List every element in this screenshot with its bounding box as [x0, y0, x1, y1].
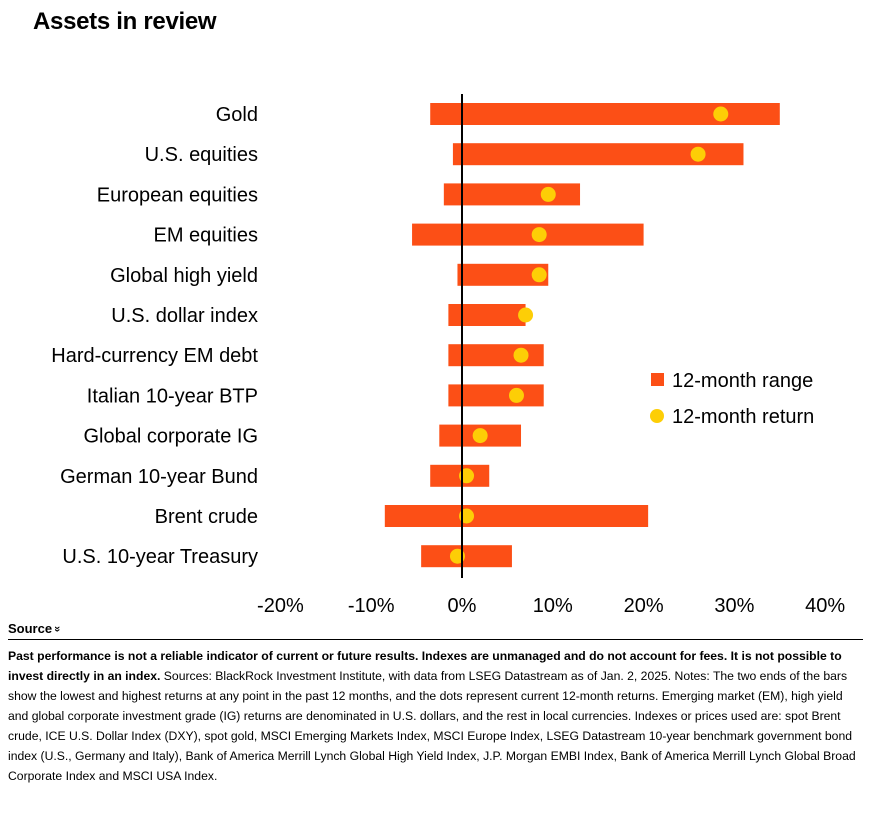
category-label: European equities [97, 184, 258, 206]
category-labels: Gold U.S. equities European equities EM equ… [51, 104, 258, 568]
category-label: Global corporate IG [83, 426, 258, 448]
return-dots [449, 106, 729, 564]
return-dot [531, 267, 547, 283]
legend-range-label: 12-month range [672, 370, 813, 392]
double-chevron-down-icon: » [51, 625, 64, 632]
range-dot-chart: Gold U.S. equities European equities EM equ… [51, 94, 845, 617]
legend-return-swatch [650, 409, 664, 423]
category-label: U.S. 10-year Treasury [62, 546, 258, 568]
legend-range-swatch [651, 373, 664, 386]
range-bar [384, 505, 649, 527]
legend: 12-month range 12-month return [650, 370, 814, 428]
return-dot [508, 387, 524, 403]
divider [8, 639, 863, 640]
x-tick-label: -10% [348, 595, 395, 617]
return-dot [690, 146, 706, 162]
return-dot [540, 186, 556, 202]
category-label: Hard-currency EM debt [51, 345, 258, 367]
category-label: German 10-year Bund [60, 466, 258, 488]
category-label: Global high yield [110, 265, 258, 287]
legend-return-label: 12-month return [672, 406, 814, 428]
source-notes: Past performance is not a reliable indic… [8, 646, 866, 786]
category-label: EM equities [154, 225, 259, 247]
category-label: Gold [216, 104, 258, 126]
source-toggle-label: Source [8, 621, 53, 636]
category-label: U.S. equities [145, 144, 258, 166]
range-bar [448, 304, 526, 326]
return-dot [518, 307, 534, 323]
x-tick-label: 20% [624, 595, 664, 617]
range-bar [430, 103, 780, 125]
range-bar [452, 143, 744, 166]
range-bar [421, 545, 512, 568]
category-label: Brent crude [155, 506, 258, 528]
disclaimer-text: Past performance is not a reliable indic… [8, 649, 842, 683]
range-bars [384, 103, 780, 568]
category-label: Italian 10-year BTP [87, 385, 258, 407]
return-dot [531, 227, 547, 243]
chart-title: Assets in review [33, 8, 217, 35]
sources-notes-text: Sources: BlackRock Investment Institute,… [8, 669, 856, 783]
x-tick-label: 40% [805, 595, 845, 617]
return-dot [513, 347, 529, 363]
range-bar [443, 183, 581, 206]
source-toggle-button[interactable]: Source » [8, 621, 64, 636]
category-label: U.S. dollar index [111, 305, 258, 327]
return-dot [713, 106, 729, 122]
x-tick-label: -20% [257, 595, 304, 617]
return-dot [472, 428, 488, 444]
x-tick-label: 0% [448, 595, 477, 617]
range-bar [457, 263, 549, 286]
x-tick-label: 30% [714, 595, 754, 617]
x-axis-tick-labels: -20% -10% 0% 10% 20% 30% 40% [257, 595, 845, 617]
x-tick-label: 10% [533, 595, 573, 617]
range-bar [412, 223, 644, 246]
